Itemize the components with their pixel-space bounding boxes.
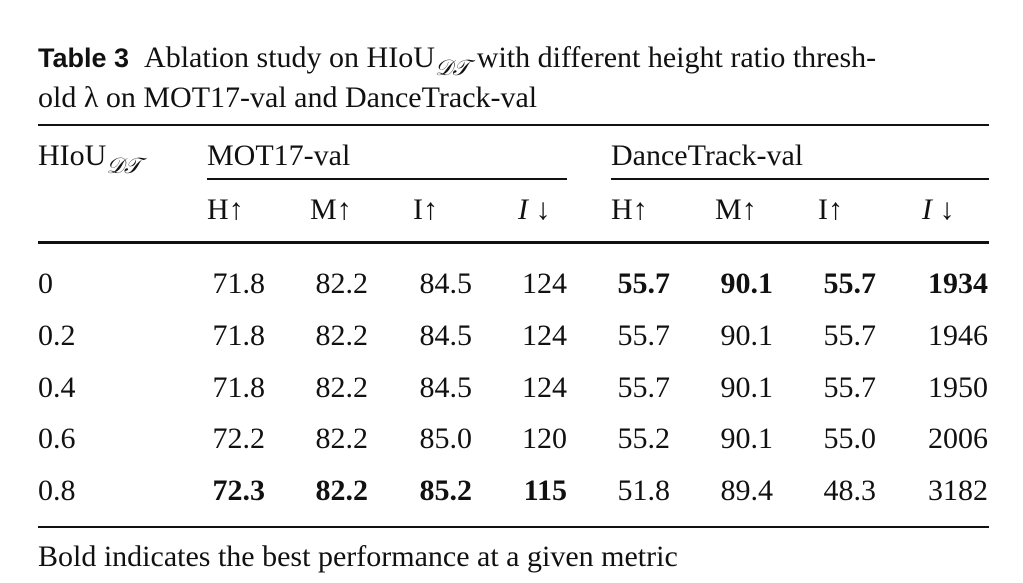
- table-cell: 55.2: [617, 422, 671, 455]
- table-cell: 1946: [928, 319, 988, 352]
- column-header: H↑: [611, 193, 648, 226]
- table-cell: 55.7: [823, 319, 877, 352]
- caption-text: with different height ratio thresh-: [476, 41, 877, 74]
- table-cell: 90.1: [720, 319, 774, 352]
- table-cell: 124: [522, 319, 567, 352]
- table-cell: 85.2: [419, 474, 473, 507]
- table-cell: 89.4: [720, 474, 774, 507]
- table-cell: 85.0: [419, 422, 473, 455]
- table-cell: 55.7: [617, 319, 671, 352]
- table-cell: 71.8: [212, 319, 266, 352]
- table-cell: 51.8: [617, 474, 671, 507]
- table-cell: 1950: [928, 371, 988, 404]
- column-header: I ↓: [922, 193, 955, 226]
- top-rule: [38, 124, 989, 126]
- table-cell: 71.8: [212, 267, 266, 300]
- row-label: 0.4: [38, 371, 76, 404]
- caption-text: old λ on MOT17-val and DanceTrack-val: [38, 81, 538, 114]
- table-cell: 72.3: [212, 474, 266, 507]
- column-header: M↑: [715, 193, 757, 226]
- table-cell: 3182: [928, 474, 988, 507]
- table-cell: 90.1: [720, 371, 774, 404]
- header-rule: [38, 241, 989, 244]
- column-header: H↑: [207, 193, 244, 226]
- group-rule: [611, 178, 989, 180]
- table-cell: 124: [522, 267, 567, 300]
- table-cell: 84.5: [419, 371, 473, 404]
- bottom-rule: [38, 526, 989, 528]
- table-cell: 55.7: [617, 371, 671, 404]
- table-cell: 82.2: [315, 267, 369, 300]
- table-cell: 55.0: [823, 422, 877, 455]
- table-cell: 1934: [928, 267, 988, 300]
- footnote: Bold indicates the best performance at a…: [38, 540, 678, 573]
- row-label: 0.2: [38, 319, 76, 352]
- caption-subscript: 𝒟𝒯: [434, 55, 470, 80]
- table-cell: 124: [522, 371, 567, 404]
- group-header: MOT17-val: [207, 139, 351, 172]
- column-header: I ↓: [518, 193, 551, 226]
- table-cell: 115: [523, 474, 567, 507]
- table-cell: 84.5: [419, 319, 473, 352]
- table-cell: 84.5: [419, 267, 473, 300]
- column-header: I↑: [413, 193, 438, 226]
- table-cell: 71.8: [212, 371, 266, 404]
- caption-text: Ablation study on HIoU: [144, 41, 435, 74]
- column-header: I↑: [818, 193, 843, 226]
- table-cell: 82.2: [315, 371, 369, 404]
- corner-header: HIoU𝒟𝒯: [38, 139, 141, 177]
- table-cell: 2006: [928, 422, 988, 455]
- table-cell: 90.1: [720, 267, 774, 300]
- caption-line: Table 3 Ablation study on HIoU𝒟𝒯 with di…: [38, 41, 877, 79]
- table-cell: 55.7: [617, 267, 671, 300]
- corner-text: HIoU: [38, 139, 107, 172]
- table-cell: 82.2: [315, 319, 369, 352]
- table-cell: 82.2: [315, 474, 369, 507]
- table-cell: 90.1: [720, 422, 774, 455]
- row-label: 0.8: [38, 474, 76, 507]
- table-cell: 55.7: [823, 267, 877, 300]
- group-rule: [207, 178, 567, 180]
- table-cell: 82.2: [315, 422, 369, 455]
- group-header: DanceTrack-val: [611, 139, 804, 172]
- table-cell: 120: [522, 422, 567, 455]
- column-header: M↑: [310, 193, 352, 226]
- table-cell: 48.3: [823, 474, 877, 507]
- table-cell: 72.2: [212, 422, 266, 455]
- row-label: 0.6: [38, 422, 76, 455]
- corner-subscript: 𝒟𝒯: [106, 153, 141, 178]
- table-cell: 55.7: [823, 371, 877, 404]
- row-label: 0: [38, 267, 53, 300]
- caption-label: Table 3: [38, 43, 130, 73]
